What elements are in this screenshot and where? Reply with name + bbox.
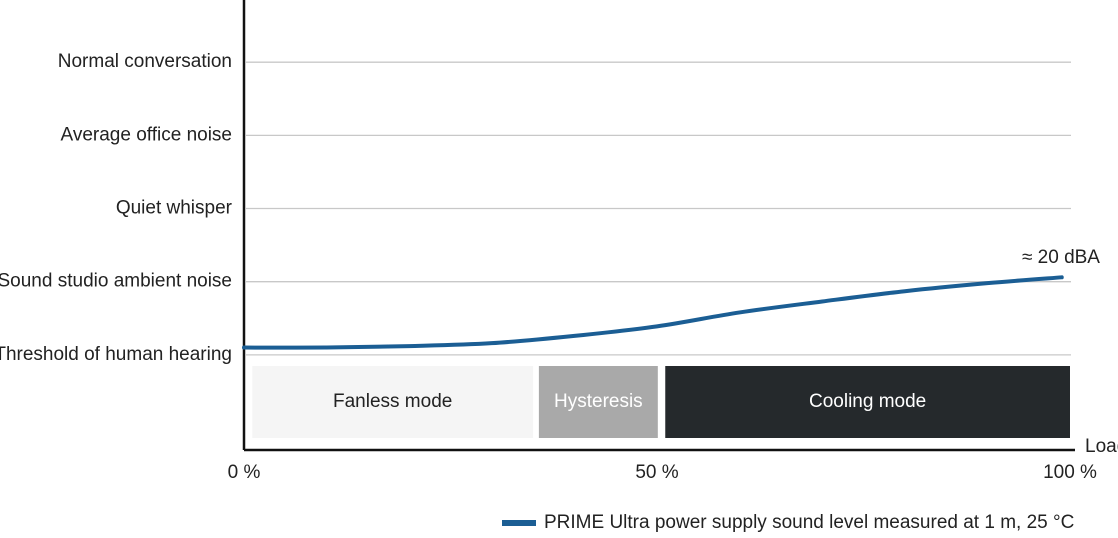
y-tick-label: Quiet whisper — [116, 198, 233, 219]
y-tick-label: Threshold of human hearing — [0, 344, 232, 365]
mode-region — [665, 366, 1070, 438]
annotation: ≈ 20 dBA — [1022, 247, 1100, 268]
series-line — [242, 275, 1064, 350]
y-tick-label: Normal conversation — [58, 51, 232, 72]
x-tick-label: 0 % — [228, 462, 261, 483]
mode-region — [252, 366, 534, 438]
mode-label: Hysteresis — [554, 391, 643, 412]
x-axis-label: Load — [1085, 436, 1118, 457]
y-tick-label: Average office noise — [61, 124, 232, 145]
x-tick-label: 50 % — [635, 462, 678, 483]
mode-label: Cooling mode — [809, 391, 926, 412]
x-tick-label: 100 % — [1043, 462, 1097, 483]
mode-region — [538, 366, 658, 438]
mode-label: Fanless mode — [333, 391, 452, 412]
legend-label: PRIME Ultra power supply sound level mea… — [544, 512, 1074, 533]
y-tick-label: Sound studio ambient noise — [0, 271, 232, 292]
